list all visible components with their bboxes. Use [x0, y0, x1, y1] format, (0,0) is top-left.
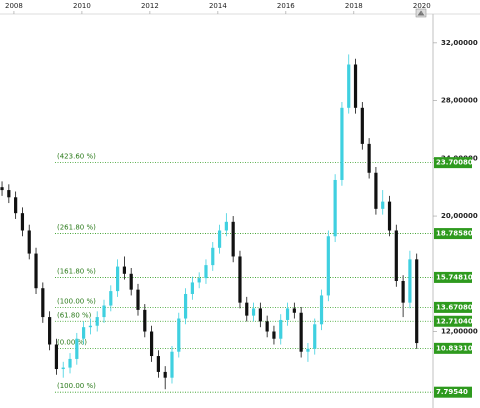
candle-body — [272, 331, 276, 339]
fib-value-label: 10.83310 — [436, 344, 473, 352]
candle-body — [360, 107, 364, 144]
fib-value-box — [434, 157, 472, 169]
x-tick-label: 2016 — [277, 2, 295, 10]
candle-body — [143, 309, 147, 332]
fib-level-name: (61.80 %) — [57, 311, 92, 319]
y-tick-label: 20,00000 — [441, 212, 478, 220]
candle-body — [285, 308, 290, 320]
candle-body — [136, 289, 140, 310]
fib-value-box — [434, 315, 472, 327]
candle-body — [387, 201, 392, 231]
candle-body — [14, 197, 18, 214]
candle-body — [251, 308, 256, 316]
candle-body — [231, 221, 235, 257]
candle-body — [197, 278, 201, 283]
candle-body — [381, 201, 385, 209]
fib-value-label: 13.67080 — [436, 303, 473, 311]
candle-body — [102, 305, 106, 318]
candle-body — [75, 338, 79, 359]
candle-body — [340, 107, 344, 180]
fib-value-label: 7.79540 — [436, 388, 468, 396]
candle-body — [367, 143, 371, 173]
candle-body — [279, 319, 283, 339]
candle-body — [116, 266, 120, 292]
candle-body — [394, 230, 398, 281]
candle-body — [319, 295, 324, 325]
candle-body — [163, 371, 167, 378]
x-tick-label: 2010 — [73, 2, 91, 10]
scroll-arrow — [417, 10, 425, 16]
y-tick-label: 28,00000 — [441, 97, 478, 105]
candle-body — [415, 259, 419, 344]
fib-level-name: (0.00 %) — [57, 338, 87, 346]
candle-body — [27, 230, 31, 254]
fib-level-name: (261.80 %) — [57, 224, 96, 232]
candle-body — [292, 308, 296, 313]
fib-value-box — [434, 386, 472, 398]
candle-body — [170, 351, 174, 378]
fib-level-name: (423.60 %) — [57, 153, 96, 161]
candle-body — [224, 221, 228, 231]
candle-body — [408, 259, 412, 303]
candle-body — [82, 327, 86, 339]
candle-body — [122, 266, 126, 274]
candle-body — [48, 317, 52, 345]
candle-body — [299, 312, 303, 352]
candle-body — [183, 293, 188, 319]
candle-body — [20, 213, 25, 231]
candle-body — [61, 367, 65, 370]
fib-value-label: 15.74810 — [436, 273, 473, 281]
candle-body — [211, 247, 215, 266]
candle-body — [68, 358, 72, 368]
candle-body — [238, 256, 242, 303]
candle-body — [177, 318, 181, 352]
candle-body — [41, 288, 45, 318]
candle-body — [347, 64, 351, 108]
candle-body — [190, 282, 194, 294]
candle-body — [95, 317, 99, 326]
fib-value-box — [434, 271, 472, 283]
candle-body — [353, 64, 358, 108]
y-tick-label: 12,00000 — [441, 328, 478, 336]
candle-body — [129, 273, 133, 290]
candle-body — [7, 190, 11, 198]
x-tick-label: 2012 — [141, 2, 159, 10]
candle-body — [258, 308, 262, 322]
fib-value-label: 23.70080 — [436, 159, 473, 167]
scroll-icon[interactable] — [415, 8, 427, 18]
candle-body — [217, 230, 222, 248]
fib-value-label: 12.71040 — [436, 317, 473, 325]
x-tick-label: 2018 — [345, 2, 363, 10]
x-tick-label: 2008 — [5, 2, 23, 10]
fib-value-box — [434, 342, 472, 354]
candle-body — [149, 331, 154, 357]
x-tick-label: 2014 — [209, 2, 227, 10]
candle-body — [326, 236, 330, 296]
fib-level-name: (100.00 %) — [57, 297, 96, 305]
candle-body — [109, 291, 113, 306]
candle-body — [245, 302, 249, 316]
candle-body — [34, 253, 38, 289]
candle-body — [88, 325, 93, 328]
candle-body — [374, 172, 378, 209]
fib-level-name: (100.00 %) — [57, 382, 96, 390]
fib-value-box — [434, 228, 472, 240]
y-tick-label: 32,00000 — [441, 39, 478, 47]
candle-body — [313, 324, 317, 349]
candle-body — [0, 187, 4, 191]
fib-level-name: (161.80 %) — [57, 267, 96, 275]
fib-value-label: 18.78580 — [436, 230, 473, 238]
candle-body — [333, 179, 337, 237]
fib-value-box — [434, 301, 472, 313]
candle-body — [54, 344, 59, 370]
candle-body — [306, 348, 310, 352]
candle-body — [156, 356, 160, 372]
candle-body — [401, 280, 405, 303]
candle-body — [265, 321, 269, 332]
candle-body — [204, 265, 208, 279]
x-tick-label: 2020 — [413, 2, 431, 10]
